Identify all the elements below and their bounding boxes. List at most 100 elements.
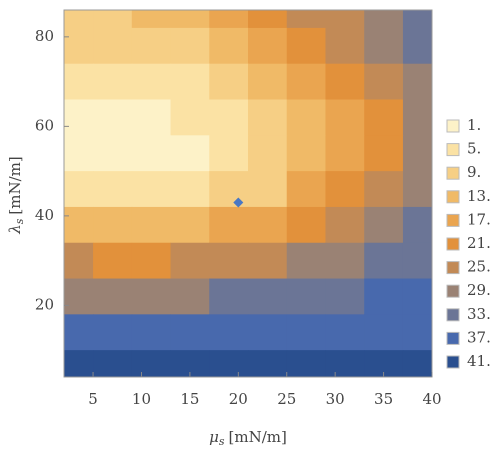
contour-cell [64, 135, 94, 172]
legend-label: 5. [467, 140, 481, 158]
contour-cell [286, 63, 326, 101]
contour-cell [248, 171, 288, 208]
contour-cell [402, 171, 432, 208]
contour-cell [93, 99, 133, 136]
contour-cell [325, 27, 365, 65]
contour-cell [286, 27, 326, 65]
contour-cell [364, 63, 404, 101]
contour-area [64, 10, 432, 377]
contour-cell [64, 10, 94, 29]
marker [233, 197, 244, 208]
legend-swatch [446, 166, 460, 180]
y-axis-label: λs [mN/m] [6, 156, 26, 235]
contour-cell [131, 206, 172, 244]
contour-cell [402, 99, 432, 136]
contour-cell [248, 314, 288, 351]
contour-cell [93, 10, 133, 29]
legend-swatch [446, 284, 460, 298]
contour-cell [131, 99, 172, 136]
contour-cell [364, 171, 404, 208]
contour-cell [402, 206, 432, 244]
contour-cell [131, 242, 172, 280]
contour-cell [402, 135, 432, 172]
contour-cell [325, 242, 365, 280]
y-tick-label: 40 [35, 206, 54, 224]
legend-swatch [446, 119, 460, 133]
legend-swatch [446, 237, 460, 251]
contour-cell [325, 63, 365, 101]
y-label-symbol: λ [6, 224, 24, 235]
contour-cell [402, 314, 432, 351]
contour-cell [170, 63, 210, 101]
legend-swatch [446, 143, 460, 157]
x-tick-label: 15 [180, 390, 199, 408]
contour-cell [170, 135, 210, 172]
x-label-subscript: s [219, 435, 225, 448]
contour-cell [248, 63, 288, 101]
contour-cell [64, 278, 94, 315]
contour-cell [209, 99, 249, 136]
contour-cell [248, 135, 288, 172]
contour-cell [170, 314, 210, 351]
legend-label: 29. [467, 281, 491, 299]
contour-cell [364, 135, 404, 172]
contour-cell [170, 242, 210, 280]
contour-cell [93, 27, 133, 65]
contour-cell [325, 171, 365, 208]
contour-cell [248, 206, 288, 244]
contour-cell [93, 206, 133, 244]
contour-cell [402, 63, 432, 101]
contour-cell [64, 206, 94, 244]
contour-cell [64, 99, 94, 136]
contour-cell [364, 278, 404, 315]
contour-cell [402, 350, 432, 377]
contour-cell [209, 206, 249, 244]
contour-cell [248, 99, 288, 136]
y-tick-label: 80 [35, 27, 54, 45]
x-tick-label: 40 [422, 390, 441, 408]
legend-label: 13. [467, 187, 491, 205]
contour-cell [131, 10, 172, 29]
contour-cell [364, 206, 404, 244]
contour-cell [209, 278, 249, 315]
x-label-unit: [mN/m] [229, 428, 287, 446]
legend-swatch [446, 190, 460, 204]
contour-cell [325, 350, 365, 377]
contour-cell [364, 27, 404, 65]
contour-cell [364, 10, 404, 29]
x-tick-label: 25 [277, 390, 296, 408]
contour-cell [286, 135, 326, 172]
legend-label: 9. [467, 163, 481, 181]
contour-cell [93, 314, 133, 351]
legend-label: 1. [467, 116, 481, 134]
legend-label: 17. [467, 210, 491, 228]
contour-cell [402, 10, 432, 29]
legend-label: 41. [467, 352, 491, 370]
legend-swatch [446, 308, 460, 322]
contour-cell [325, 206, 365, 244]
y-label-unit: [mN/m] [6, 156, 24, 214]
contour-cell [64, 27, 94, 65]
contour-cell [209, 27, 249, 65]
x-tick-label: 30 [326, 390, 345, 408]
contour-cell [170, 278, 210, 315]
contour-cell [248, 278, 288, 315]
contour-cell [286, 206, 326, 244]
contour-cell [248, 10, 288, 29]
contour-cell [131, 63, 172, 101]
contour-cell [325, 135, 365, 172]
x-tick-label: 35 [374, 390, 393, 408]
contour-cell [248, 27, 288, 65]
contour-cell [64, 242, 94, 280]
contour-cell [93, 63, 133, 101]
contour-cell [170, 27, 210, 65]
contour-cell [209, 10, 249, 29]
y-tick-label: 60 [35, 116, 54, 134]
contour-cell [209, 242, 249, 280]
contour-cell [93, 135, 133, 172]
contour-cell [286, 99, 326, 136]
plot-frame [63, 9, 433, 378]
contour-cell [364, 314, 404, 351]
contour-cell [64, 63, 94, 101]
x-axis-label: μs [mN/m] [209, 428, 287, 448]
